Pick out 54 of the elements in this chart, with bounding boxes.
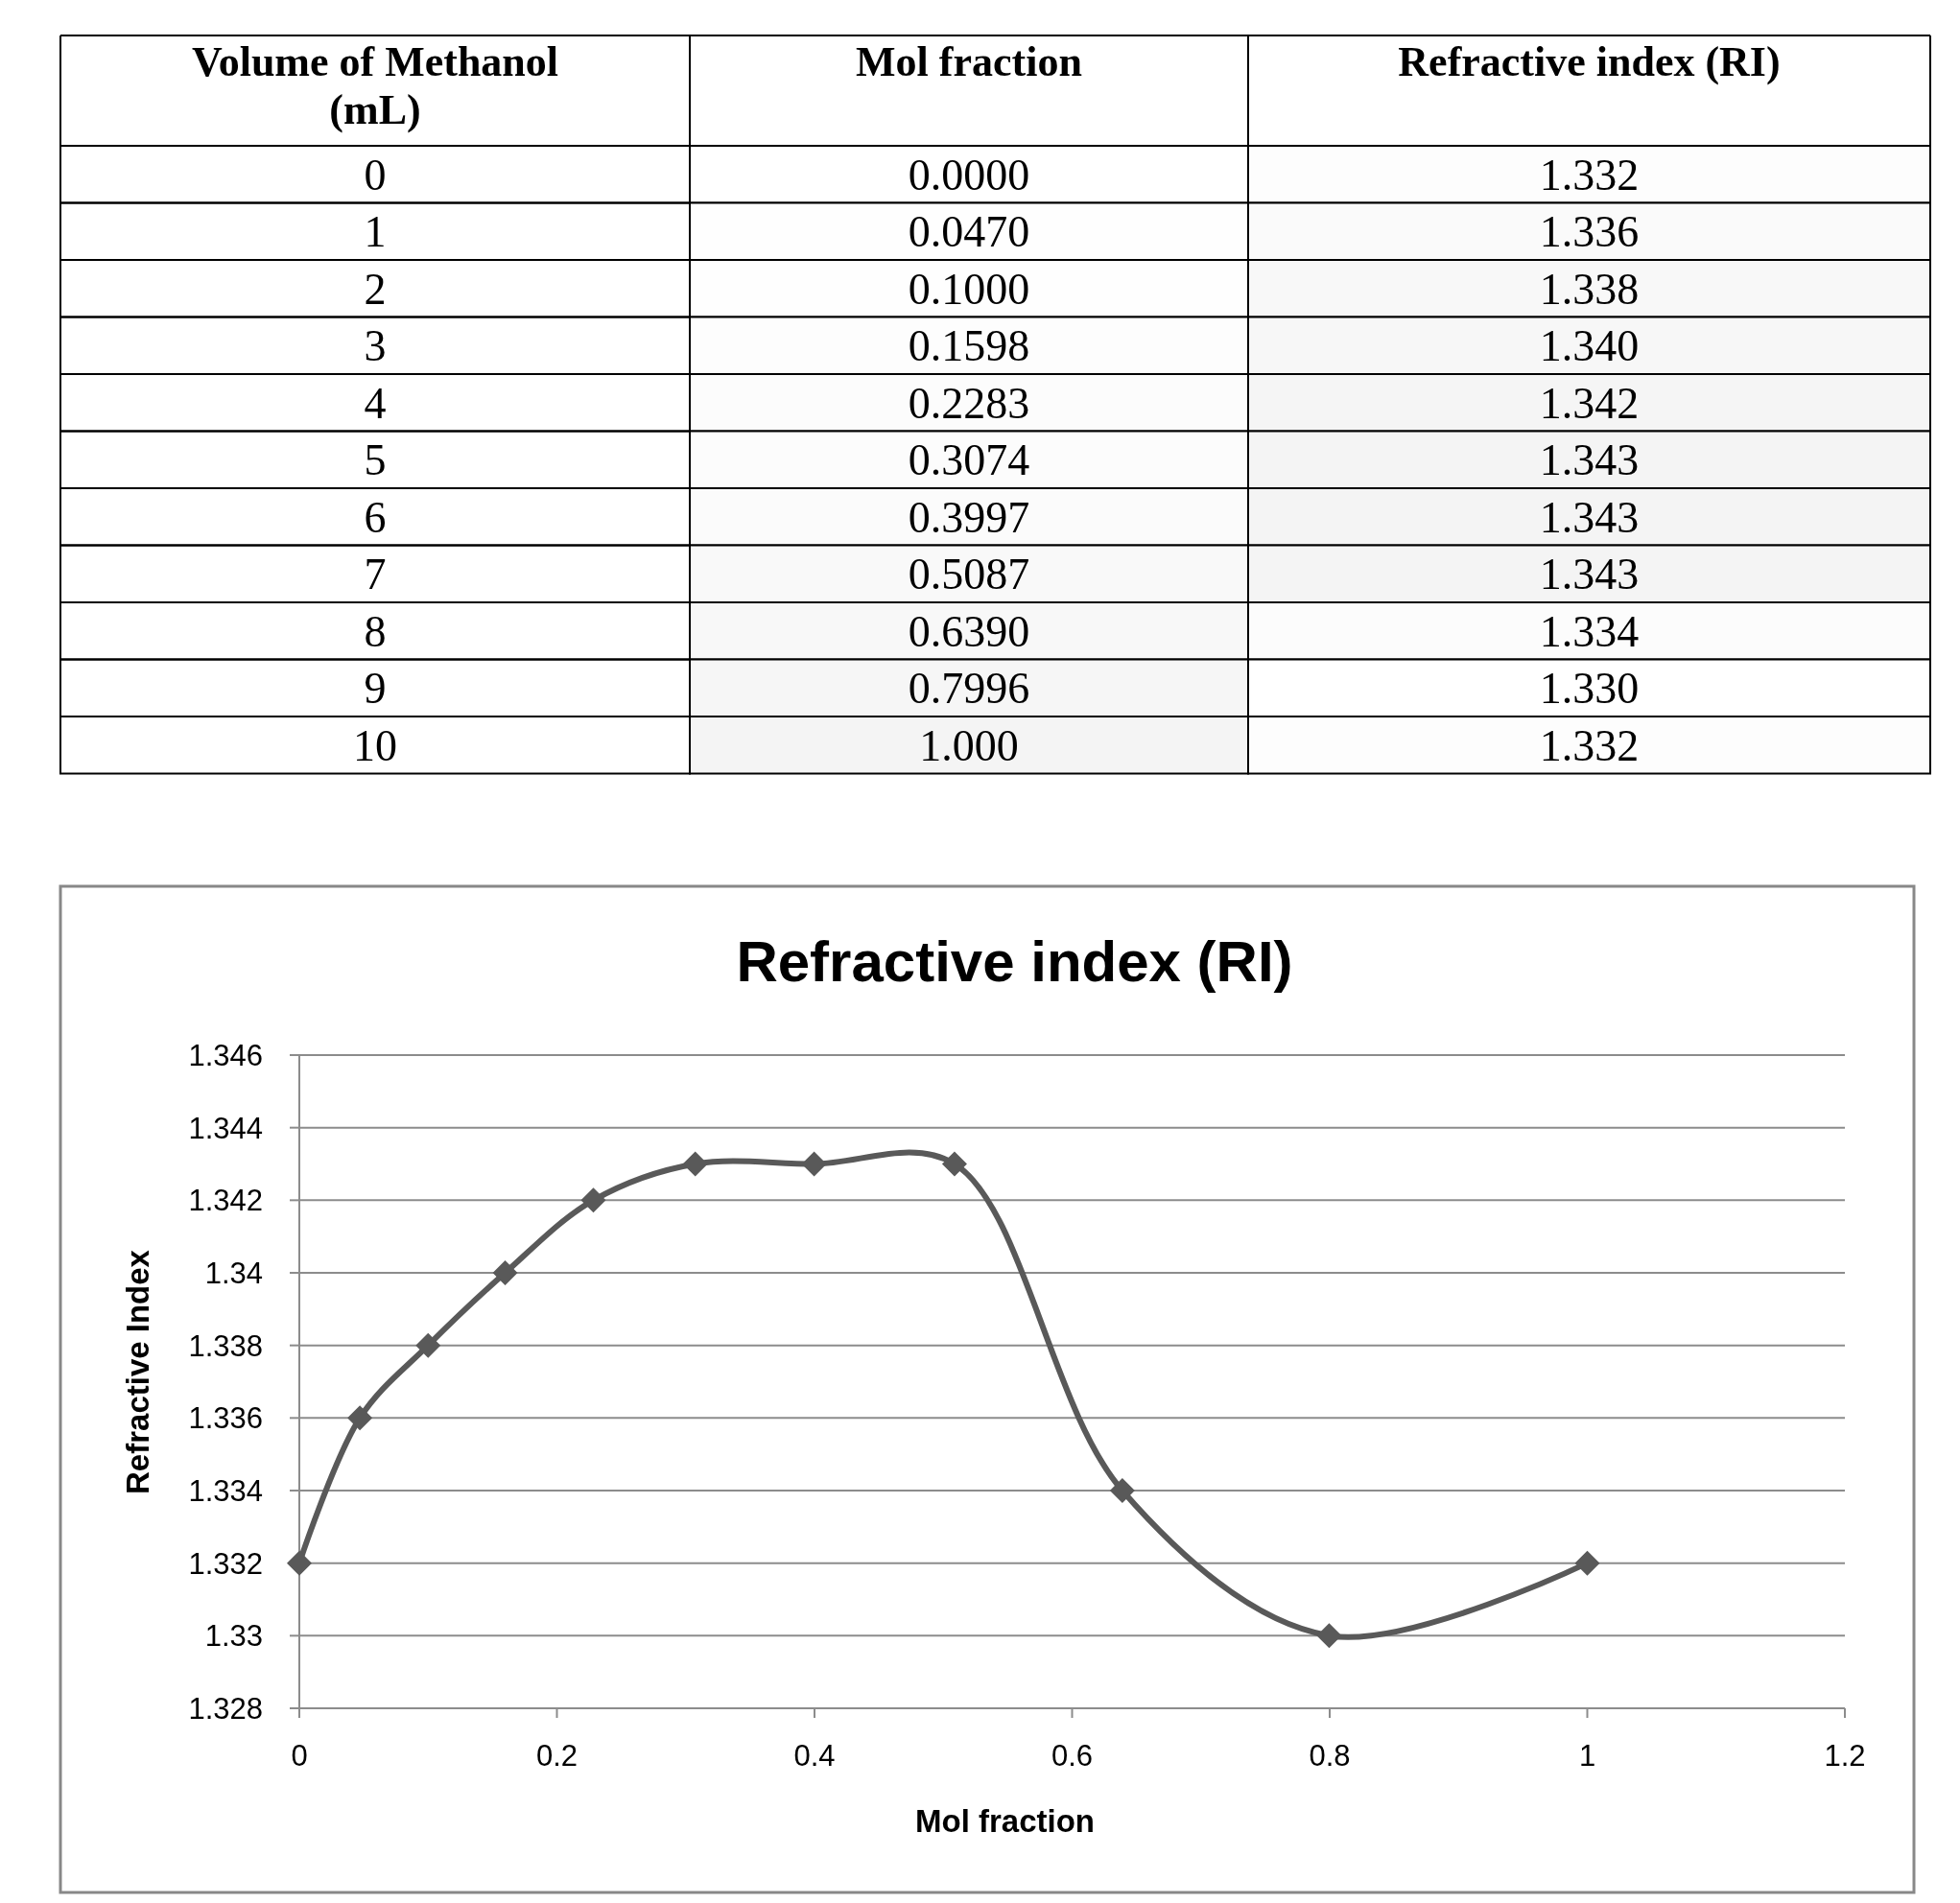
- y-tick-label: 1.34: [204, 1257, 263, 1290]
- y-tick-label: 1.344: [188, 1111, 263, 1145]
- x-tick-label: 0: [291, 1739, 308, 1773]
- data-label: 1.340: [1539, 321, 1640, 371]
- data-label: 0.6390: [908, 606, 1030, 656]
- data-label: 1.338: [1539, 264, 1640, 314]
- data-label: 0.0000: [908, 150, 1030, 200]
- x-axis-title: Mol fraction: [915, 1803, 1095, 1839]
- x-tick-label: 0.6: [1051, 1739, 1094, 1773]
- y-tick-label: 1.342: [188, 1184, 263, 1218]
- y-tick-label: 1.332: [188, 1546, 263, 1581]
- data-label: 0.0470: [908, 207, 1030, 257]
- x-tick-label: 0.8: [1309, 1739, 1351, 1773]
- data-label: 1.000: [919, 720, 1019, 770]
- x-tick-label: 1.2: [1824, 1739, 1866, 1773]
- y-tick-label: 1.336: [188, 1401, 263, 1436]
- data-label: 1.332: [1539, 720, 1640, 770]
- data-label: 0.1000: [908, 264, 1030, 314]
- data-label: 1.342: [1539, 378, 1640, 428]
- data-label: 0.3997: [908, 492, 1030, 542]
- y-tick-label: 8: [364, 606, 387, 656]
- y-tick-label: 3: [364, 321, 387, 371]
- y-tick-label: 1.328: [188, 1692, 263, 1726]
- x-tick-label: 0.4: [793, 1739, 836, 1773]
- chart-title: Refractive index (RI): [736, 929, 1293, 994]
- y-axis-title: Refractive Index: [120, 1249, 155, 1494]
- x-tick-label: 0.2: [535, 1739, 579, 1773]
- data-label: 1.343: [1539, 435, 1640, 485]
- data-label: 1.336: [1539, 207, 1640, 257]
- x-tick-label: 1: [1578, 1739, 1596, 1773]
- y-tick-label: 2: [364, 264, 387, 314]
- y-tick-label: 1.33: [204, 1619, 263, 1654]
- y-axis-title: Volume of Methanol (mL): [191, 38, 559, 133]
- y-tick-label: 6: [364, 492, 387, 542]
- y-tick-label: 1.346: [188, 1039, 263, 1072]
- data-label: 1.343: [1539, 492, 1640, 542]
- data-label: 0.7996: [908, 664, 1030, 714]
- y-tick-label: 1: [364, 207, 387, 257]
- data-label: 1.334: [1539, 606, 1640, 656]
- y-tick-label: 7: [364, 550, 387, 599]
- data-label: 1.330: [1539, 664, 1640, 714]
- y-tick-label: 5: [364, 435, 387, 485]
- data-label: 0.2283: [908, 378, 1030, 428]
- data-label: 0.5087: [908, 550, 1030, 599]
- data-label: 1.332: [1539, 150, 1640, 200]
- y-tick-label: 1.334: [188, 1474, 263, 1508]
- y-tick-label: 10: [353, 720, 397, 770]
- y-tick-label: 9: [364, 664, 387, 714]
- data-label: 0.1598: [908, 321, 1030, 371]
- y-tick-label: 0: [364, 150, 387, 200]
- data-label: 1.343: [1539, 550, 1640, 599]
- y-tick-label: 4: [364, 378, 387, 428]
- data-label: 0.3074: [908, 435, 1030, 485]
- y-tick-label: 1.338: [188, 1328, 263, 1363]
